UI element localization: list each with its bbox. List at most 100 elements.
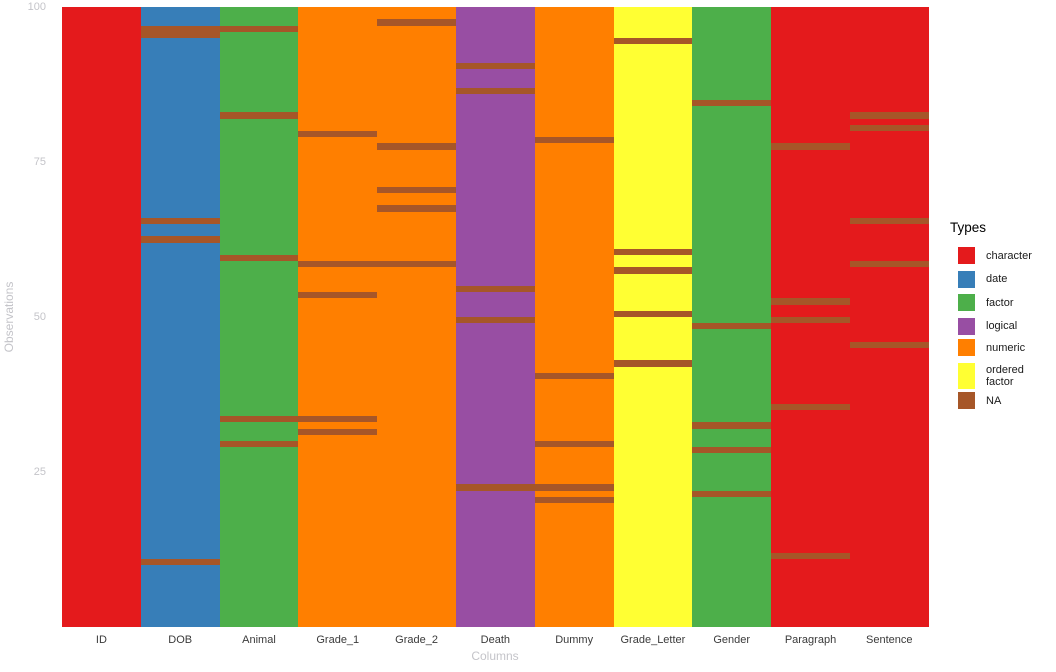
legend-swatch-ordered-factor <box>958 362 975 389</box>
x-tick-id: ID <box>95 634 107 646</box>
y-tick-100: 100 <box>27 1 46 13</box>
na-stripe-paragraph-row-53 <box>771 298 850 305</box>
legend-label: numeric <box>986 341 1026 354</box>
x-axis-title: Columns <box>471 649 519 663</box>
x-tick-sentence: Sentence <box>866 634 913 646</box>
legend-entry-ordered-factor: ordered factor <box>958 362 1048 389</box>
na-stripe-animal-row-60 <box>220 255 298 262</box>
na-stripe-paragraph-row-12 <box>771 552 850 559</box>
na-stripe-dummy-row-41 <box>535 372 614 379</box>
column-death <box>456 7 535 627</box>
legend-label: logical <box>986 320 1018 332</box>
na-stripe-death-row-55 <box>456 286 535 293</box>
column-animal <box>220 7 298 627</box>
x-tick-paragraph: Paragraph <box>784 634 837 646</box>
column-dob <box>141 7 220 627</box>
legend-swatch-date <box>958 270 975 288</box>
na-stripe-dob-row-96 <box>141 31 220 38</box>
x-tick-grade_letter: Grade_Letter <box>620 634 686 646</box>
x-tick-dob: DOB <box>168 634 193 646</box>
na-stripe-gender-row-85 <box>692 100 771 107</box>
x-tick-dummy: Dummy <box>555 634 594 646</box>
legend-entry-logical: logical <box>958 317 1048 335</box>
column-paragraph <box>771 7 850 627</box>
na-stripe-death-row-91 <box>456 62 535 69</box>
na-stripe-grade_1-row-59 <box>298 261 377 268</box>
na-stripe-animal-row-97 <box>220 25 298 32</box>
na-stripe-dummy-row-79 <box>535 137 614 144</box>
legend-swatch-numeric <box>958 339 975 356</box>
na-stripe-dummy-row-30 <box>535 441 614 448</box>
na-stripe-death-row-23 <box>456 484 535 491</box>
na-stripe-sentence-row-59 <box>850 261 929 268</box>
y-tick-75: 75 <box>33 156 46 168</box>
x-tick-death: Death <box>480 634 511 646</box>
na-stripe-grade_2-row-68 <box>377 205 456 212</box>
na-stripe-dummy-row-23 <box>535 484 614 491</box>
na-stripe-dob-row-97 <box>141 25 220 32</box>
na-stripe-death-row-50 <box>456 317 535 324</box>
na-stripe-grade_2-row-78 <box>377 143 456 150</box>
legend-label: date <box>986 273 1008 285</box>
na-stripe-dummy-row-21 <box>535 496 614 503</box>
x-tick-grade_2: Grade_2 <box>395 634 438 646</box>
na-stripe-animal-row-83 <box>220 112 298 119</box>
na-stripe-dob-row-66 <box>141 217 220 224</box>
legend-entry-factor: factor <box>958 294 1048 311</box>
legend-title: Types <box>950 220 987 235</box>
y-axis-title: Observations <box>2 281 16 353</box>
na-stripe-death-row-87 <box>456 87 535 94</box>
na-stripe-sentence-row-46 <box>850 341 929 348</box>
na-stripe-paragraph-row-36 <box>771 403 850 410</box>
legend-swatch-na <box>958 392 975 409</box>
legend-entry-character: character <box>958 247 1048 264</box>
na-stripe-grade_2-row-71 <box>377 186 456 193</box>
column-grade_2 <box>377 7 456 627</box>
na-stripe-grade_letter-row-43 <box>614 360 692 367</box>
x-tick-animal: Animal <box>242 634 276 646</box>
column-sentence <box>850 7 929 627</box>
legend-swatch-factor <box>958 294 975 311</box>
column-grade_letter <box>614 7 692 627</box>
column-dummy <box>535 7 614 627</box>
na-stripe-dob-row-63 <box>141 236 220 243</box>
column-gender <box>692 7 771 627</box>
legend-swatch-character <box>958 247 975 264</box>
legend-swatch-logical <box>958 317 975 335</box>
na-stripe-grade_letter-row-51 <box>614 310 692 317</box>
na-stripe-sentence-row-66 <box>850 217 929 224</box>
na-stripe-gender-row-29 <box>692 447 771 454</box>
na-stripe-gender-row-49 <box>692 323 771 330</box>
na-stripe-grade_letter-row-58 <box>614 267 692 274</box>
na-stripe-animal-row-34 <box>220 416 298 423</box>
y-tick-50: 50 <box>33 311 46 323</box>
na-stripe-paragraph-row-78 <box>771 143 850 150</box>
na-stripe-grade_2-row-98 <box>377 19 456 26</box>
na-stripe-grade_1-row-80 <box>298 131 377 138</box>
legend-label: factor <box>986 296 1014 309</box>
column-grade_1 <box>298 7 377 627</box>
na-stripe-grade_letter-row-61 <box>614 248 692 255</box>
na-stripe-grade_2-row-59 <box>377 261 456 268</box>
legend-entry-numeric: numeric <box>958 339 1048 356</box>
na-stripe-grade_letter-row-95 <box>614 38 692 45</box>
x-tick-gender: Gender <box>713 634 751 646</box>
y-tick-25: 25 <box>33 466 46 478</box>
na-stripe-gender-row-22 <box>692 490 771 497</box>
na-stripe-sentence-row-83 <box>850 112 929 119</box>
na-stripe-sentence-row-81 <box>850 124 929 131</box>
legend-entry-na: NA <box>958 392 1048 409</box>
na-stripe-grade_1-row-34 <box>298 416 377 423</box>
column-id <box>62 7 141 627</box>
legend-label: character <box>986 249 1032 262</box>
na-stripe-animal-row-30 <box>220 441 298 448</box>
na-stripe-gender-row-33 <box>692 422 771 429</box>
na-stripe-paragraph-row-50 <box>771 317 850 324</box>
legend-label: ordered factor <box>986 363 1024 388</box>
legend-label: NA <box>986 394 1002 407</box>
na-stripe-dob-row-11 <box>141 558 220 565</box>
na-stripe-grade_1-row-32 <box>298 428 377 435</box>
na-stripe-grade_1-row-54 <box>298 292 377 299</box>
